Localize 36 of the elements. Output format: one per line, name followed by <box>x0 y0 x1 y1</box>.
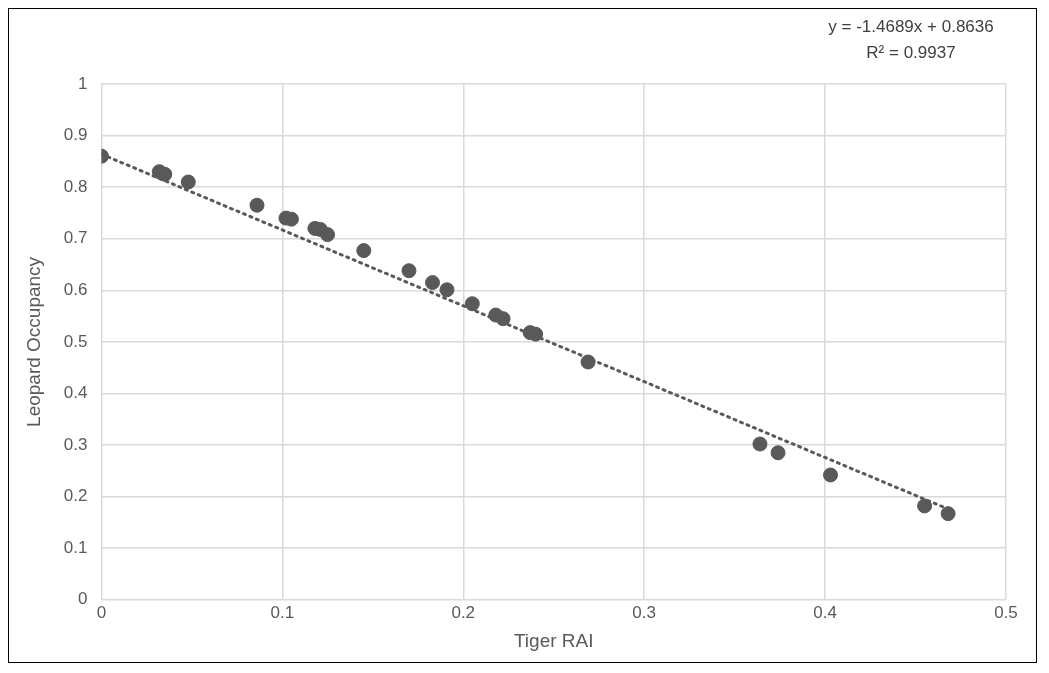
point <box>464 296 480 312</box>
point <box>401 263 417 279</box>
y-tick-label: 0.1 <box>63 537 88 557</box>
y-tick-label: 0.3 <box>63 434 88 454</box>
point <box>917 498 933 514</box>
point <box>425 275 440 291</box>
x-tick-label: 0 <box>96 602 107 622</box>
text: R² = 0.9937 <box>866 42 956 62</box>
x-tick-label: 0.3 <box>632 602 656 622</box>
x-axis-title: Tiger RAI <box>513 629 594 651</box>
text: y = -1.4689x + 0.8636 <box>828 16 994 36</box>
point <box>356 243 372 259</box>
y-tick-label: 0.2 <box>63 486 88 506</box>
point <box>770 445 786 461</box>
y-tick-label: 0.8 <box>63 176 88 196</box>
point <box>320 227 336 243</box>
x-tick-label: 0.5 <box>994 602 1018 622</box>
y-tick-label: 0.4 <box>63 383 88 403</box>
point <box>249 197 265 213</box>
point <box>580 354 596 370</box>
y-tick-label: 1 <box>77 73 88 93</box>
point <box>752 436 768 452</box>
x-tick-label: 0.4 <box>813 602 837 622</box>
point <box>495 311 511 327</box>
y-tick-label: 0.6 <box>63 280 88 300</box>
x-tick-label: 0.2 <box>451 602 476 622</box>
x-tick-label: 0.1 <box>270 602 295 622</box>
y-tick-label: 0 <box>77 589 88 609</box>
y-tick-label: 0.9 <box>63 125 88 145</box>
y-tick-label: 0.5 <box>63 331 88 351</box>
point <box>823 467 839 483</box>
point <box>940 506 956 522</box>
y-tick-label: 0.7 <box>63 228 88 248</box>
point <box>439 282 455 298</box>
point <box>180 174 196 190</box>
y-axis-title: Leopard Occupancy <box>22 256 44 427</box>
